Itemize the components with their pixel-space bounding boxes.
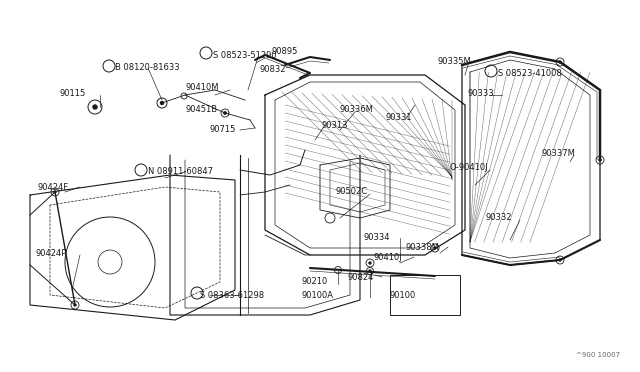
Text: 90824: 90824 — [348, 273, 374, 282]
Text: ^900 10007: ^900 10007 — [576, 352, 620, 358]
Text: 90331: 90331 — [385, 113, 412, 122]
Text: 90100A: 90100A — [302, 291, 334, 299]
Text: 90410M: 90410M — [185, 83, 218, 93]
Text: S 08523-51290: S 08523-51290 — [213, 51, 276, 60]
Text: 90424P: 90424P — [36, 248, 67, 257]
Text: 90424F: 90424F — [38, 183, 69, 192]
Text: 90332: 90332 — [486, 214, 513, 222]
Text: 90338M: 90338M — [405, 243, 439, 251]
Text: S 08363-61298: S 08363-61298 — [200, 291, 264, 299]
Circle shape — [559, 259, 561, 261]
Circle shape — [599, 159, 601, 161]
Text: S 08523-41008: S 08523-41008 — [498, 68, 562, 77]
Text: 90333: 90333 — [468, 89, 495, 97]
Text: 90336M: 90336M — [340, 106, 374, 115]
Text: 90832: 90832 — [260, 65, 287, 74]
Text: 90451B: 90451B — [185, 106, 217, 115]
Circle shape — [559, 61, 561, 63]
Text: 90100: 90100 — [390, 291, 416, 299]
Text: 90313: 90313 — [322, 121, 349, 129]
Text: 90115: 90115 — [60, 89, 86, 97]
Text: 90502C: 90502C — [335, 187, 367, 196]
Circle shape — [74, 304, 76, 306]
Text: 90335M: 90335M — [438, 58, 472, 67]
Text: 90334: 90334 — [363, 232, 390, 241]
Circle shape — [434, 247, 436, 249]
Text: 90410J: 90410J — [374, 253, 403, 262]
Text: O-90410J: O-90410J — [450, 164, 488, 173]
Circle shape — [369, 262, 371, 264]
Circle shape — [93, 105, 97, 109]
Text: B 08120-81633: B 08120-81633 — [115, 64, 180, 73]
Circle shape — [369, 270, 371, 272]
Circle shape — [224, 112, 226, 114]
Text: N 08911-60847: N 08911-60847 — [148, 167, 213, 176]
Text: 90337M: 90337M — [542, 148, 576, 157]
Circle shape — [54, 191, 56, 193]
Circle shape — [161, 102, 163, 105]
Text: 90210: 90210 — [302, 278, 328, 286]
Bar — [390, 275, 460, 315]
Text: 90715: 90715 — [210, 125, 236, 135]
Text: 90895: 90895 — [272, 48, 298, 57]
